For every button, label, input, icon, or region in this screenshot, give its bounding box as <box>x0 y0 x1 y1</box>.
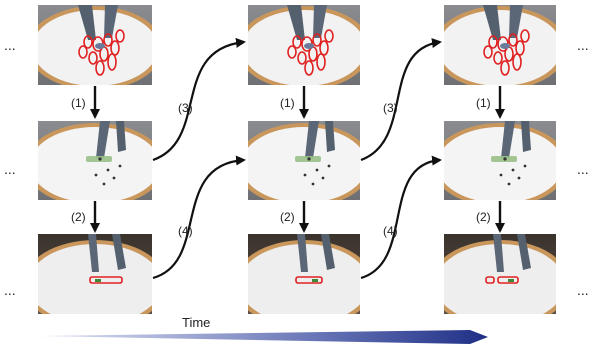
label-step3-a: (3) <box>178 101 193 115</box>
panel-highlight-2 <box>234 234 374 328</box>
label-step4-b: (4) <box>383 224 398 238</box>
label-step1-col3: (1) <box>476 96 491 110</box>
panel-tracking-3 <box>432 121 568 207</box>
ellipsis-right-row1: ... <box>577 37 589 53</box>
ellipsis-right-row3: ... <box>577 282 589 298</box>
label-step3-b: (3) <box>383 101 398 115</box>
label-step2-col3: (2) <box>476 210 491 224</box>
ellipsis-left-row3: ... <box>4 282 16 298</box>
ellipsis-left-row1: ... <box>4 37 16 53</box>
label-step4-a: (4) <box>178 224 193 238</box>
time-arrow <box>40 330 488 344</box>
arrow-step3-b <box>361 42 440 160</box>
ellipsis-left-row2: ... <box>4 161 16 177</box>
arrow-step4-b <box>361 160 440 278</box>
arrow-step3-a <box>153 42 244 160</box>
label-step1-col1: (1) <box>71 96 86 110</box>
panel-tracking-1 <box>25 121 165 207</box>
ellipsis-right-row2: ... <box>577 161 589 177</box>
panel-highlight-3 <box>430 234 570 328</box>
panel-ellipses-1 <box>27 5 163 90</box>
arrow-step4-a <box>153 160 244 278</box>
label-step2-col2: (2) <box>280 210 295 224</box>
label-step2-col1: (2) <box>71 210 86 224</box>
panel-highlight-1 <box>23 234 167 328</box>
time-label: Time <box>182 315 210 330</box>
label-step1-col2: (1) <box>280 96 295 110</box>
panel-ellipses-2 <box>237 5 371 90</box>
panel-tracking-2 <box>236 121 372 207</box>
panel-ellipses-3 <box>433 5 567 90</box>
